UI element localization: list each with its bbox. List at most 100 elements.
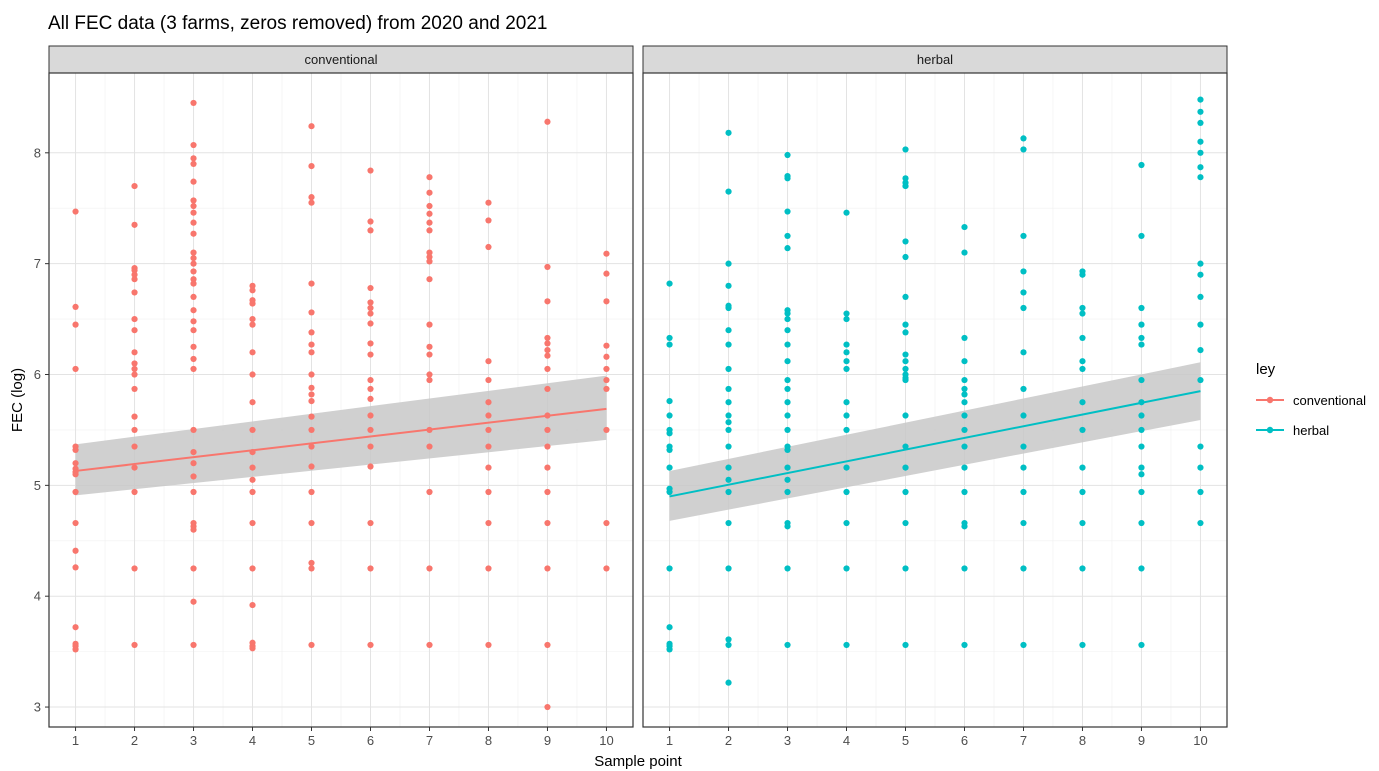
x-tick-label: 2 (725, 733, 732, 748)
data-point (131, 464, 138, 471)
data-point (72, 365, 79, 373)
data-point (190, 178, 197, 185)
data-point (190, 280, 197, 287)
data-point (784, 412, 791, 419)
data-point (367, 284, 374, 292)
data-point (485, 519, 492, 527)
data-point (485, 376, 492, 384)
data-point (725, 519, 732, 527)
data-point (72, 646, 79, 653)
data-point (544, 488, 551, 496)
data-point (426, 321, 433, 328)
data-point (308, 341, 315, 348)
data-point (784, 358, 791, 365)
data-point (725, 365, 732, 373)
data-point (725, 679, 732, 686)
data-point (1020, 232, 1027, 240)
data-point (485, 641, 492, 649)
data-point (1197, 164, 1204, 171)
data-point (249, 371, 256, 378)
y-tick-label: 3 (34, 700, 41, 715)
data-point (784, 327, 791, 334)
data-point (485, 565, 492, 572)
trend-line-herbal (669, 390, 1201, 498)
data-point (961, 385, 968, 393)
data-point (603, 250, 610, 257)
data-point (426, 276, 433, 283)
data-point (961, 426, 968, 434)
data-point (190, 641, 197, 649)
data-point (308, 443, 315, 450)
data-point (843, 349, 850, 356)
data-point (961, 249, 968, 256)
data-point (544, 519, 551, 527)
data-point (725, 282, 732, 289)
data-point (426, 189, 433, 196)
data-point (426, 174, 433, 181)
data-point (843, 464, 850, 471)
confidence-ribbon-herbal (669, 362, 1201, 521)
data-point (1138, 412, 1145, 419)
data-point (784, 385, 791, 393)
data-point (367, 463, 374, 470)
data-point (666, 341, 673, 348)
data-point (1020, 443, 1027, 450)
data-point (902, 412, 909, 419)
data-point (784, 151, 791, 159)
data-point (308, 488, 315, 496)
data-point (725, 385, 732, 393)
data-point (249, 287, 256, 294)
x-tick-label: 8 (1079, 733, 1086, 748)
data-point (190, 488, 197, 496)
data-point (544, 347, 551, 354)
data-point (131, 289, 138, 296)
y-tick-label: 8 (34, 145, 41, 160)
data-point (249, 315, 256, 323)
data-point (1079, 488, 1086, 496)
data-point (902, 519, 909, 527)
data-point (843, 426, 850, 434)
data-point (1138, 304, 1145, 312)
data-point (902, 488, 909, 496)
data-point (725, 476, 732, 483)
data-point (190, 255, 197, 262)
data-point (843, 341, 850, 348)
data-point (1020, 289, 1027, 296)
data-point (902, 175, 909, 182)
data-point (426, 376, 433, 384)
facet-herbal: herbal 1 2 3 4 5 6 7 8 9 10 (642, 45, 1228, 748)
data-point (190, 202, 197, 210)
data-point (603, 342, 610, 349)
data-point (485, 199, 492, 206)
data-point (249, 282, 256, 289)
data-point (725, 641, 732, 649)
data-point (902, 238, 909, 245)
data-point (784, 310, 791, 317)
data-point (249, 399, 256, 406)
data-point (902, 351, 909, 358)
data-point (72, 547, 79, 554)
regression-line (669, 390, 1201, 498)
data-point (131, 267, 138, 274)
data-point (666, 488, 673, 496)
legend-key-point (1266, 396, 1274, 404)
data-point (1079, 365, 1086, 373)
trend-line-conventional (75, 407, 607, 472)
x-tick-label: 10 (599, 733, 613, 748)
data-point (1020, 146, 1027, 153)
data-point (902, 182, 909, 190)
data-point (725, 129, 732, 136)
data-point (190, 318, 197, 325)
data-point (603, 519, 610, 527)
data-point (131, 276, 138, 283)
data-point (1197, 174, 1204, 181)
y-tick-label: 6 (34, 367, 41, 382)
data-point (603, 298, 610, 305)
data-point (1197, 488, 1204, 496)
data-point (1079, 641, 1086, 649)
data-point (544, 263, 551, 271)
chart-title: All FEC data (3 farms, zeros removed) fr… (48, 13, 548, 34)
data-point (190, 293, 197, 301)
data-point (426, 565, 433, 572)
y-axis-ticks: 3 4 5 6 7 8 (34, 145, 49, 715)
